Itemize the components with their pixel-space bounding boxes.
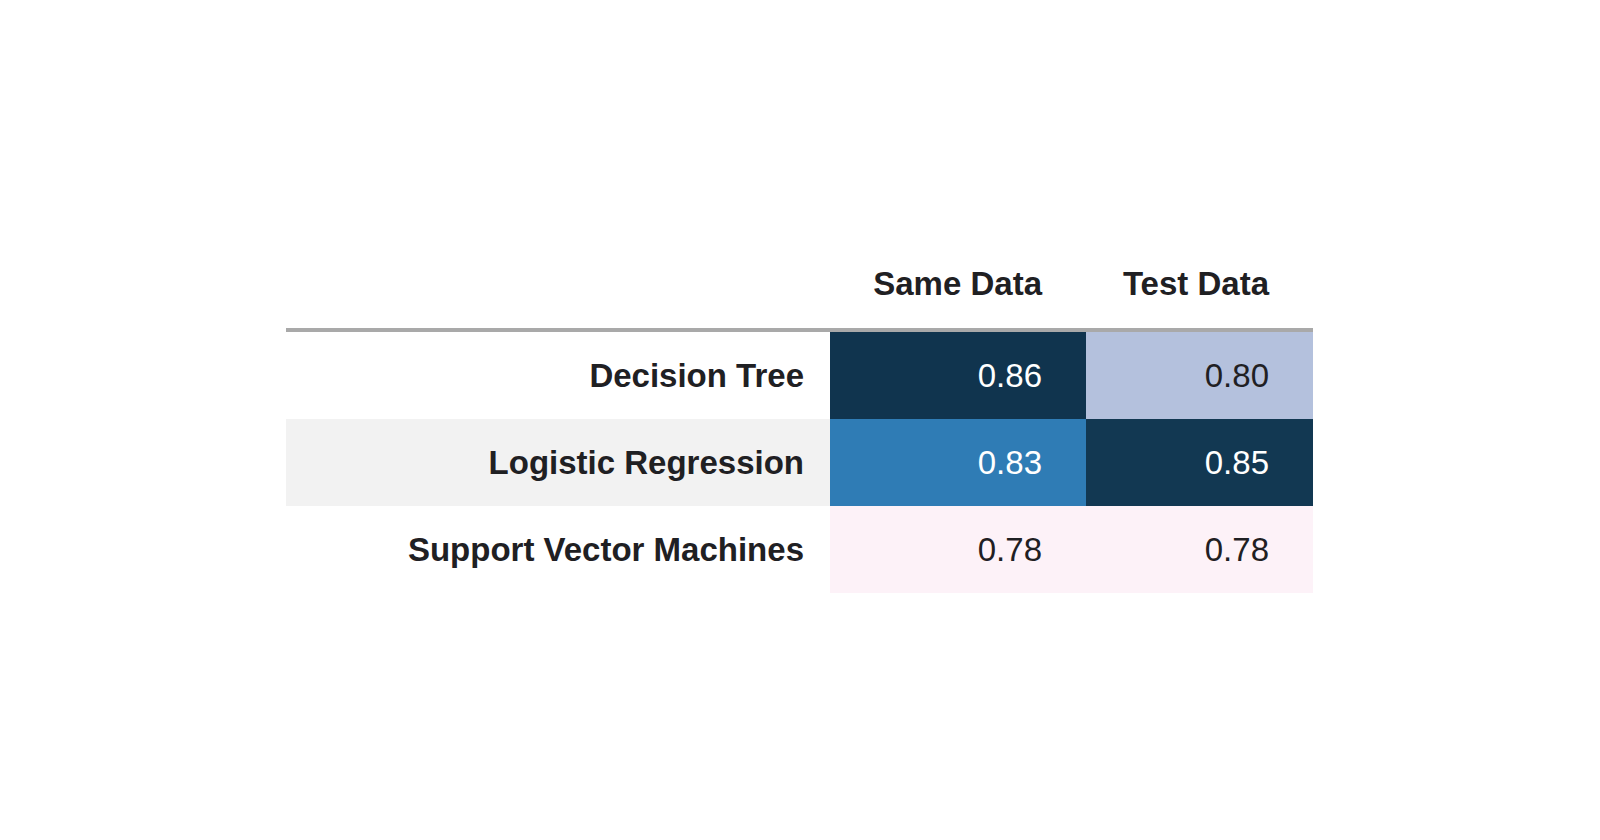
cell-decision-tree-test-data: 0.80: [1086, 332, 1313, 419]
table-row: Support Vector Machines 0.78 0.78: [286, 506, 1313, 593]
model-accuracy-table: Same Data Test Data Decision Tree 0.86 0…: [286, 240, 1313, 593]
cell-logistic-regression-same-data: 0.83: [830, 419, 1086, 506]
cell-decision-tree-same-data: 0.86: [830, 332, 1086, 419]
table-row: Logistic Regression 0.83 0.85: [286, 419, 1313, 506]
cell-logistic-regression-test-data: 0.85: [1086, 419, 1313, 506]
row-label-decision-tree: Decision Tree: [286, 332, 830, 419]
table-row: Decision Tree 0.86 0.80: [286, 332, 1313, 419]
cell-support-vector-machines-test-data: 0.78: [1086, 506, 1313, 593]
page-background: Same Data Test Data Decision Tree 0.86 0…: [0, 0, 1600, 840]
table-header-row: Same Data Test Data: [286, 240, 1313, 328]
column-header-test-data: Test Data: [1086, 240, 1313, 328]
row-label-support-vector-machines: Support Vector Machines: [286, 506, 830, 593]
row-label-logistic-regression: Logistic Regression: [286, 419, 830, 506]
cell-support-vector-machines-same-data: 0.78: [830, 506, 1086, 593]
column-header-same-data: Same Data: [830, 240, 1086, 328]
